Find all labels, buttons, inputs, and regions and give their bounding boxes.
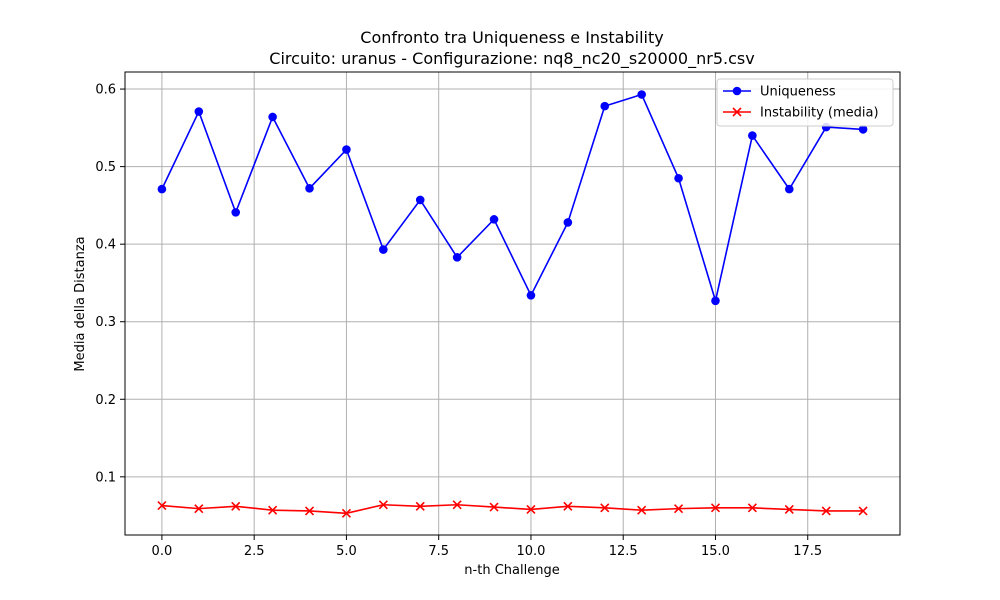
data-point (194, 504, 204, 514)
chart-subtitle: Circuito: uranus - Configurazione: nq8_n… (269, 49, 754, 69)
legend: Uniqueness Instability (media) (716, 78, 894, 127)
data-point (637, 505, 647, 515)
data-point (747, 503, 757, 513)
data-point (268, 112, 277, 122)
data-point (304, 506, 315, 516)
x-tick-label: 12.5 (609, 544, 638, 559)
data-point (341, 508, 351, 518)
y-tick-label: 0.3 (95, 315, 116, 330)
axes: 0.0 2.5 5.0 7.5 10.0 12.5 15.0 17.5 0.1 0.2 0.3 0.4… (95, 71, 901, 559)
data-point (489, 215, 499, 224)
data-point (452, 500, 462, 510)
data-point (231, 208, 241, 217)
x-tick-label: 7.5 (428, 544, 449, 559)
data-point (563, 218, 573, 227)
x-axis-label: n-th Challenge (464, 563, 559, 578)
legend-marker (732, 86, 742, 96)
data-point (194, 107, 204, 116)
x-tick-label: 10.0 (516, 544, 545, 559)
data-point (526, 504, 536, 514)
plot-frame (124, 71, 901, 536)
legend-entry: Uniqueness (723, 85, 836, 100)
data-point (711, 296, 720, 306)
data-point (526, 291, 536, 300)
legend-entry: Instability (media) (723, 106, 879, 121)
series-line (161, 93, 864, 304)
y-tick-label: 0.5 (95, 160, 116, 175)
data-point (379, 245, 388, 254)
chart-title: Confronto tra Uniqueness e Instability (360, 28, 663, 47)
data-point (784, 184, 794, 194)
data-point (305, 184, 314, 193)
series-layer (157, 90, 868, 518)
legend-box (716, 78, 894, 127)
data-point (858, 506, 868, 516)
data-point (342, 145, 351, 154)
legend-label: Uniqueness (760, 85, 836, 100)
data-point (674, 504, 684, 514)
series-line (161, 503, 864, 515)
y-tick-label: 0.2 (95, 393, 116, 408)
y-tick-label: 0.4 (95, 238, 116, 253)
data-point (489, 502, 499, 512)
data-point (157, 184, 167, 194)
data-point (821, 506, 831, 516)
series-instability-media (157, 500, 868, 518)
data-point (674, 173, 683, 183)
y-tick-label: 0.1 (95, 470, 116, 485)
data-point (784, 504, 794, 514)
x-tick-label: 15.0 (701, 544, 730, 559)
data-point (231, 501, 241, 511)
data-point (452, 253, 462, 262)
x-tick-label: 5.0 (336, 544, 357, 559)
data-point (415, 195, 425, 205)
data-point (600, 503, 610, 513)
data-point (378, 500, 388, 510)
data-point (600, 101, 610, 111)
x-tick-label: 17.5 (793, 544, 822, 559)
x-tick-label: 0.0 (152, 544, 173, 559)
y-axis-label: Media della Distanza (73, 236, 88, 371)
legend-marker (732, 107, 742, 117)
data-point (710, 503, 721, 513)
x-tick-label: 2.5 (244, 544, 265, 559)
data-point (563, 501, 573, 511)
data-point (858, 125, 868, 134)
y-tick-label: 0.6 (95, 83, 116, 98)
data-point (157, 500, 167, 511)
legend-label: Instability (media) (760, 106, 879, 121)
data-point (268, 505, 278, 515)
data-point (637, 90, 646, 99)
data-point (415, 501, 425, 511)
data-point (748, 131, 757, 140)
